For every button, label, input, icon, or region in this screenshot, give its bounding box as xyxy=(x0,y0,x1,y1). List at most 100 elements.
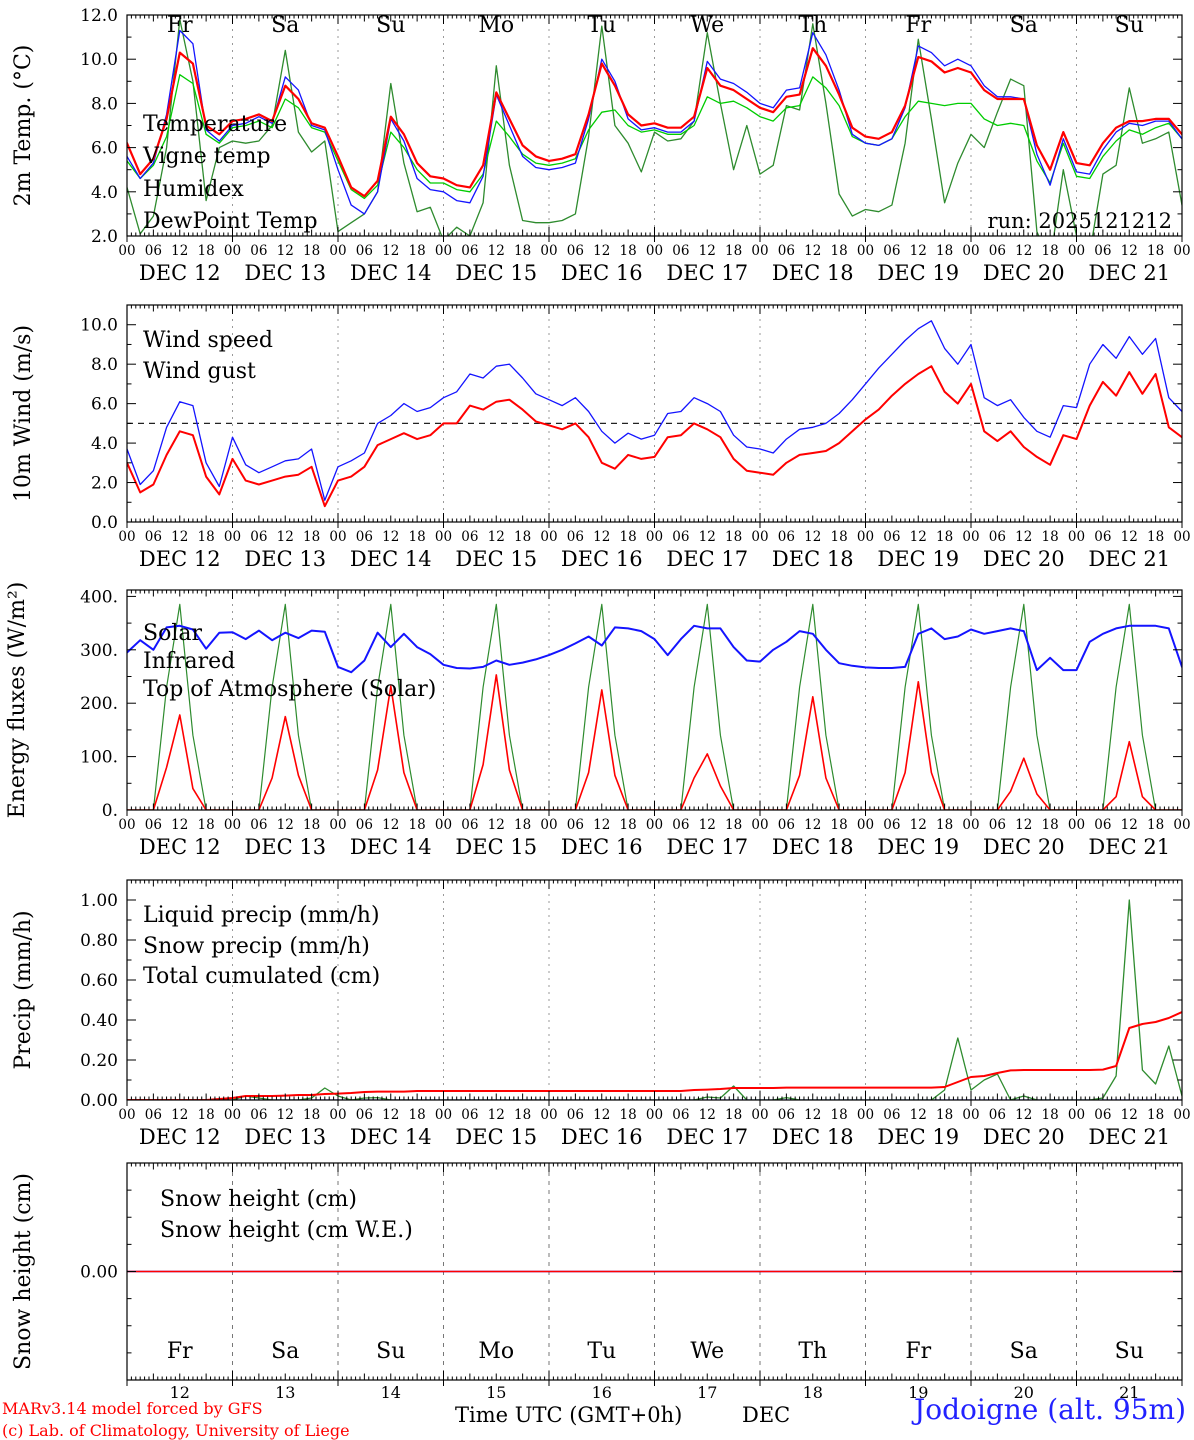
station-label: Jodoigne (alt. 95m) xyxy=(914,1393,1186,1426)
svg-text:00: 00 xyxy=(962,1107,979,1123)
snow-height-panel: 0.00 Snow height (cm) 12 13 14 15 16 17 18 19 20 21… xyxy=(11,1162,1183,1402)
svg-text:06: 06 xyxy=(672,817,689,833)
svg-text:18: 18 xyxy=(936,817,953,833)
svg-text:00: 00 xyxy=(118,1107,135,1123)
series-solar xyxy=(127,674,1182,810)
svg-text:00: 00 xyxy=(1068,243,1085,259)
svg-text:0.0: 0.0 xyxy=(91,513,118,533)
svg-text:18: 18 xyxy=(831,529,848,545)
svg-text:00: 00 xyxy=(118,243,135,259)
svg-text:DEC 12: DEC 12 xyxy=(139,261,221,285)
svg-text:18: 18 xyxy=(620,817,637,833)
svg-text:06: 06 xyxy=(145,1107,162,1123)
svg-text:DEC 18: DEC 18 xyxy=(772,835,854,859)
svg-text:18: 18 xyxy=(725,1107,742,1123)
day-name-label: Fr xyxy=(167,13,193,38)
svg-text:06: 06 xyxy=(461,817,478,833)
svg-text:DEC 14: DEC 14 xyxy=(350,547,432,571)
svg-text:00: 00 xyxy=(224,529,241,545)
svg-text:12: 12 xyxy=(171,817,188,833)
svg-text:06: 06 xyxy=(145,529,162,545)
svg-text:12: 12 xyxy=(593,529,610,545)
svg-text:18: 18 xyxy=(725,243,742,259)
svg-text:18: 18 xyxy=(1042,529,1059,545)
svg-text:DEC 16: DEC 16 xyxy=(561,835,643,859)
legend-snow-height-cm-: Snow height (cm) xyxy=(160,1187,357,1212)
svg-text:00: 00 xyxy=(962,817,979,833)
svg-text:06: 06 xyxy=(461,243,478,259)
svg-text:06: 06 xyxy=(883,529,900,545)
svg-text:4.0: 4.0 xyxy=(91,183,118,203)
day-name-label: Fr xyxy=(905,1339,931,1364)
svg-text:DEC 12: DEC 12 xyxy=(139,835,221,859)
svg-text:00: 00 xyxy=(857,529,874,545)
svg-text:12: 12 xyxy=(1121,817,1138,833)
svg-text:18: 18 xyxy=(409,817,426,833)
svg-text:00: 00 xyxy=(435,529,452,545)
svg-text:00: 00 xyxy=(1068,529,1085,545)
series-wind-gust xyxy=(127,320,1182,501)
svg-text:12: 12 xyxy=(488,1107,505,1123)
svg-text:DEC 13: DEC 13 xyxy=(244,1125,326,1149)
svg-text:12: 12 xyxy=(277,817,294,833)
svg-text:2.0: 2.0 xyxy=(91,474,118,494)
svg-text:DEC 19: DEC 19 xyxy=(877,547,959,571)
svg-text:DEC 12: DEC 12 xyxy=(139,1125,221,1149)
svg-text:12: 12 xyxy=(171,529,188,545)
svg-text:00: 00 xyxy=(857,817,874,833)
series-top-of-atmosphere-solar- xyxy=(127,603,1182,810)
day-name-label: Mo xyxy=(478,13,514,38)
svg-text:06: 06 xyxy=(356,529,373,545)
svg-text:0.40: 0.40 xyxy=(80,1011,118,1031)
run-annotation: run: 2025121212 xyxy=(988,209,1172,233)
day-name-label: Mo xyxy=(478,1339,514,1364)
svg-text:18: 18 xyxy=(1147,529,1164,545)
svg-text:06: 06 xyxy=(1094,243,1111,259)
svg-text:10.0: 10.0 xyxy=(80,316,118,336)
svg-text:06: 06 xyxy=(778,529,795,545)
svg-text:00: 00 xyxy=(751,817,768,833)
svg-text:06: 06 xyxy=(145,817,162,833)
svg-text:DEC 16: DEC 16 xyxy=(561,1125,643,1149)
svg-text:18: 18 xyxy=(620,243,637,259)
svg-text:00: 00 xyxy=(751,529,768,545)
svg-text:06: 06 xyxy=(1094,817,1111,833)
svg-text:18: 18 xyxy=(1042,817,1059,833)
svg-text:8.0: 8.0 xyxy=(91,94,118,114)
svg-text:18: 18 xyxy=(936,1107,953,1123)
svg-text:00: 00 xyxy=(329,817,346,833)
svg-text:00: 00 xyxy=(540,1107,557,1123)
svg-text:12: 12 xyxy=(699,817,716,833)
svg-text:DEC 18: DEC 18 xyxy=(772,1125,854,1149)
svg-text:15: 15 xyxy=(486,1383,506,1402)
svg-text:12: 12 xyxy=(1121,243,1138,259)
svg-text:06: 06 xyxy=(356,817,373,833)
svg-text:DEC 13: DEC 13 xyxy=(244,261,326,285)
svg-text:06: 06 xyxy=(567,1107,584,1123)
svg-text:DEC 21: DEC 21 xyxy=(1088,1125,1170,1149)
legend-wind-gust: Wind gust xyxy=(143,359,256,384)
svg-text:12: 12 xyxy=(910,1107,927,1123)
svg-text:06: 06 xyxy=(989,1107,1006,1123)
svg-text:DEC 13: DEC 13 xyxy=(244,547,326,571)
svg-text:12: 12 xyxy=(593,1107,610,1123)
legend-humidex: Humidex xyxy=(143,177,244,202)
svg-text:10.0: 10.0 xyxy=(80,50,118,70)
svg-text:06: 06 xyxy=(567,243,584,259)
day-name-label: We xyxy=(690,1339,724,1364)
svg-text:18: 18 xyxy=(620,1107,637,1123)
svg-text:12: 12 xyxy=(1015,529,1032,545)
svg-text:DEC 15: DEC 15 xyxy=(455,835,537,859)
svg-text:18: 18 xyxy=(831,817,848,833)
svg-text:00: 00 xyxy=(224,817,241,833)
svg-text:06: 06 xyxy=(461,1107,478,1123)
svg-text:18: 18 xyxy=(803,1383,823,1402)
svg-text:18: 18 xyxy=(1042,243,1059,259)
time-axis-label: Time UTC (GMT+0h) xyxy=(455,1403,683,1427)
legend-infrared: Infrared xyxy=(143,649,235,674)
svg-text:12: 12 xyxy=(910,529,927,545)
svg-text:06: 06 xyxy=(778,817,795,833)
series-dewpoint-temp xyxy=(127,74,1182,200)
svg-text:06: 06 xyxy=(567,817,584,833)
svg-text:00: 00 xyxy=(224,1107,241,1123)
